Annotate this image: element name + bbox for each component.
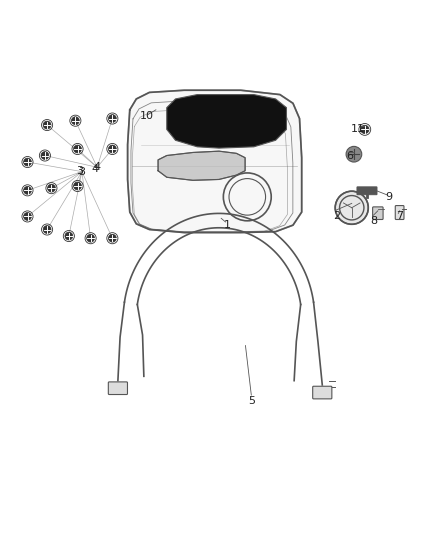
Circle shape (335, 191, 368, 224)
Text: 1: 1 (224, 220, 231, 230)
Text: 4: 4 (92, 164, 99, 174)
Circle shape (47, 184, 55, 192)
Circle shape (24, 187, 32, 194)
Polygon shape (158, 151, 245, 180)
Polygon shape (127, 90, 302, 232)
Circle shape (71, 117, 79, 125)
FancyBboxPatch shape (357, 187, 377, 195)
Circle shape (360, 125, 369, 134)
Circle shape (74, 182, 81, 190)
Circle shape (43, 121, 51, 129)
Circle shape (87, 235, 95, 242)
Text: 11: 11 (351, 124, 365, 134)
Circle shape (109, 115, 116, 123)
FancyBboxPatch shape (313, 386, 332, 399)
Circle shape (74, 145, 81, 153)
Text: 6: 6 (346, 150, 353, 160)
FancyBboxPatch shape (395, 206, 404, 220)
Polygon shape (167, 94, 286, 148)
Circle shape (43, 225, 51, 233)
Text: 3: 3 (76, 166, 83, 176)
Circle shape (109, 145, 116, 153)
Text: 10: 10 (140, 111, 154, 122)
Text: 8: 8 (370, 216, 377, 226)
Text: 5: 5 (248, 397, 255, 407)
Text: 2: 2 (333, 212, 340, 221)
Text: 3: 3 (78, 167, 85, 176)
Circle shape (109, 235, 116, 242)
Circle shape (24, 158, 32, 166)
FancyBboxPatch shape (108, 382, 127, 394)
Text: 9: 9 (385, 192, 392, 202)
Circle shape (65, 232, 73, 240)
FancyBboxPatch shape (373, 207, 383, 220)
Text: 7: 7 (396, 212, 403, 221)
Circle shape (346, 147, 362, 162)
Circle shape (41, 151, 49, 159)
Text: 4: 4 (94, 162, 101, 172)
Circle shape (24, 213, 32, 220)
